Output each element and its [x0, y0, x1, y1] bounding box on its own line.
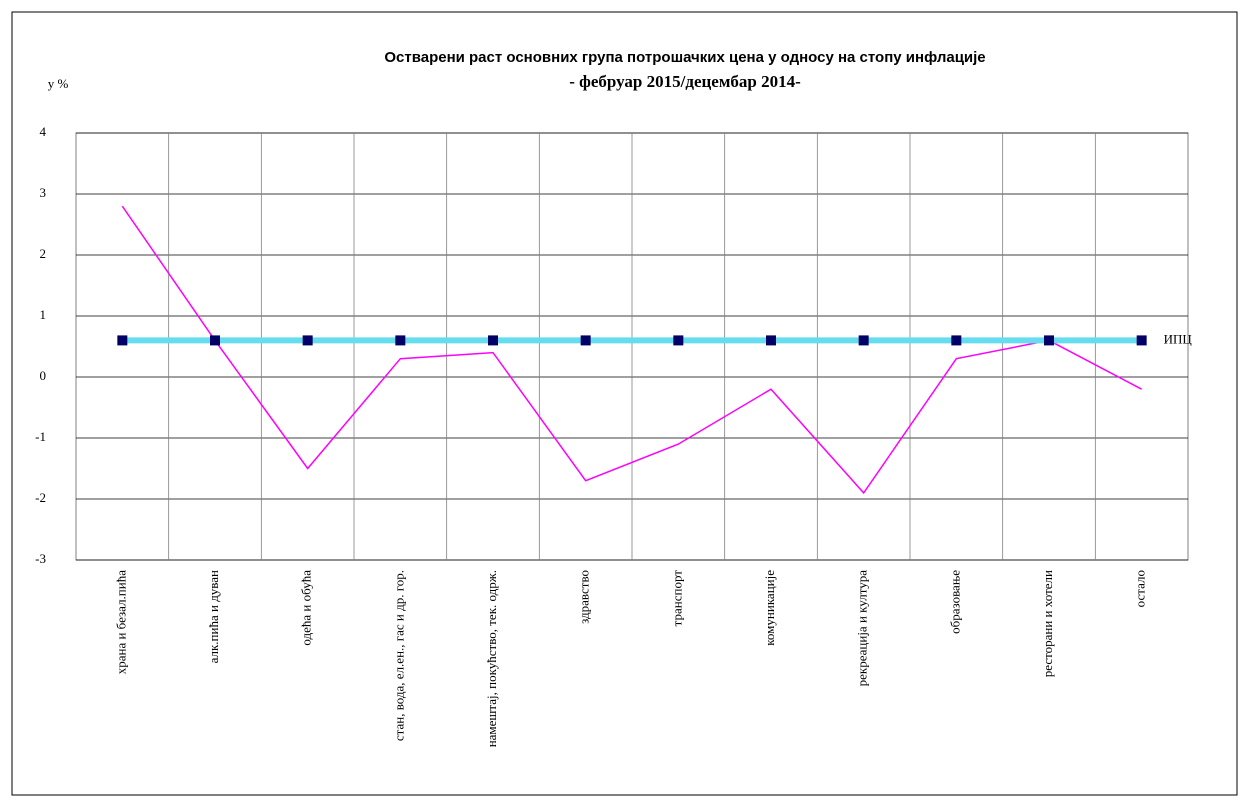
series-line [121, 205, 1143, 495]
x-tick-label: рекреација и култура [855, 570, 870, 687]
x-tick-label: алк.пића и дуван [206, 570, 221, 663]
y-tick-label: -1 [35, 429, 46, 444]
y-tick-label: 3 [40, 185, 47, 200]
y-tick-label: 1 [40, 307, 47, 322]
x-tick-label: комуникације [762, 570, 777, 646]
y-axis-label: у % [48, 76, 69, 91]
marker [673, 335, 684, 346]
x-tick-label: здравство [577, 570, 592, 624]
chart-subtitle: - фебруар 2015/децембар 2014- [569, 72, 801, 91]
y-tick-label: -3 [35, 551, 46, 566]
marker [858, 335, 869, 346]
marker [117, 335, 128, 346]
marker [210, 335, 220, 346]
series-label: ИПЦ [1164, 331, 1193, 346]
x-tick-label: ресторани и хотели [1040, 570, 1055, 677]
x-tick-label: остало [1133, 570, 1148, 607]
marker [580, 335, 591, 346]
x-tick-label: намештај, покућство, тек. одрж. [484, 570, 499, 747]
y-tick-label: 2 [40, 246, 47, 261]
y-tick-label: 0 [40, 368, 47, 383]
y-tick-label: 4 [40, 124, 47, 139]
x-tick-label: образовање [947, 570, 962, 634]
marker [766, 335, 776, 346]
marker [488, 335, 498, 346]
marker [395, 335, 406, 346]
chart-title: Остварени раст основних група потрошачки… [384, 49, 985, 66]
x-tick-label: стан, вода, ел.ен., гас и др. гор. [391, 570, 406, 741]
x-tick-label: одећа и обућа [299, 570, 314, 646]
x-tick-label: храна и безал.пића [113, 570, 128, 674]
marker [1044, 335, 1054, 346]
marker [302, 335, 313, 346]
marker [1136, 335, 1147, 346]
y-tick-label: -2 [35, 490, 46, 505]
x-tick-label: транспорт [669, 570, 684, 627]
chart-frame [11, 11, 1238, 796]
marker [951, 335, 962, 346]
